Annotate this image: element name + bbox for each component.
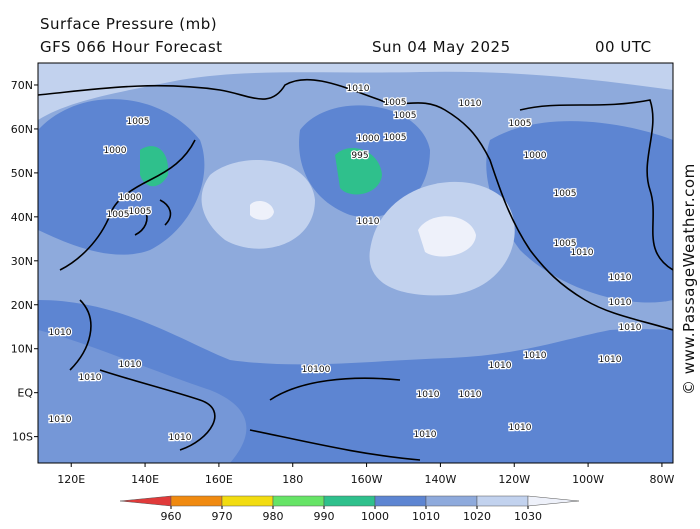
- y-tick-label: 10S: [12, 431, 33, 444]
- colorbar-segment: [221, 495, 274, 507]
- y-tick-label: 70N: [11, 79, 33, 92]
- colorbar-segment: [272, 495, 325, 507]
- y-tick-label: 50N: [11, 167, 33, 180]
- contour-label: 1005: [384, 133, 407, 143]
- colorbar-segment: [374, 495, 427, 507]
- colorbar-label: 980: [263, 510, 284, 523]
- x-tick-label: 180: [282, 473, 303, 486]
- contour-label: 1010: [414, 430, 437, 440]
- map-frame: [37, 62, 674, 464]
- contour-label: 1010: [49, 328, 72, 338]
- colorbar-segment: [170, 495, 223, 507]
- colorbar-segment: [323, 495, 376, 507]
- contour-label: 10100: [302, 365, 331, 375]
- colorbar-label: 970: [212, 510, 233, 523]
- contour-label: 995: [351, 151, 368, 161]
- colorbar-label: 1030: [514, 510, 542, 523]
- watermark: © www.PassageWeather.com: [680, 163, 698, 395]
- y-tick-label: 60N: [11, 123, 33, 136]
- contour-label: 1005: [384, 98, 407, 108]
- x-tick-label: 120W: [498, 473, 530, 486]
- contour-label: 1010: [609, 273, 632, 283]
- contour-label: 1005: [509, 119, 532, 129]
- contour-label: 1010: [489, 361, 512, 371]
- colorbar-label: 1010: [412, 510, 440, 523]
- y-tick-label: 30N: [11, 255, 33, 268]
- low-core: [335, 147, 382, 195]
- x-tick-label: 140W: [424, 473, 456, 486]
- x-tick-label: 80W: [649, 473, 674, 486]
- contour-label: 1010: [49, 415, 72, 425]
- contour-label: 1005: [394, 111, 417, 121]
- title: Surface Pressure (mb): [40, 15, 217, 33]
- colorbar-end: [119, 495, 172, 507]
- field-arctic: [38, 63, 673, 120]
- high-east-core: [418, 216, 476, 257]
- contour-label: 1005: [129, 207, 152, 217]
- contour-label: 1010: [599, 355, 622, 365]
- colorbar-segment: [425, 495, 478, 507]
- contour-label: 1005: [554, 239, 577, 249]
- contour-label: 1010: [459, 99, 482, 109]
- contour-label: 1010: [609, 298, 632, 308]
- low-asia: [38, 99, 205, 255]
- low-core-asia: [140, 146, 169, 187]
- contour-label: 1010: [509, 423, 532, 433]
- forecast: GFS 066 Hour Forecast: [40, 38, 223, 56]
- contour-label: 1010: [619, 323, 642, 333]
- contour-label: 1010: [169, 433, 192, 443]
- contour-label: 1005: [127, 117, 150, 127]
- high-west-core: [250, 200, 274, 220]
- colorbar-label: 1020: [463, 510, 491, 523]
- contour-label: 1000: [357, 134, 380, 144]
- field-maritime: [38, 330, 247, 463]
- y-tick-label: EQ: [17, 387, 33, 400]
- y-tick-label: 40N: [11, 211, 33, 224]
- x-tick-label: 160W: [351, 473, 383, 486]
- contour-label: 1010: [79, 373, 102, 383]
- colorbar-label: 960: [161, 510, 182, 523]
- contour-label: 1010: [417, 390, 440, 400]
- date: Sun 04 May 2025: [372, 38, 511, 56]
- y-tick-label: 20N: [11, 299, 33, 312]
- x-tick-label: 120E: [57, 473, 85, 486]
- low-america: [486, 121, 673, 303]
- x-tick-label: 100W: [572, 473, 604, 486]
- colorbar-label: 990: [314, 510, 335, 523]
- contour-label: 1000: [119, 193, 142, 203]
- contour-label: 1005: [107, 210, 130, 220]
- contour-label: 1010: [571, 248, 594, 258]
- contour-label: 1010: [347, 84, 370, 94]
- contour-label: 1000: [104, 146, 127, 156]
- contour-label: 1010: [459, 390, 482, 400]
- contour-label: 1010: [524, 351, 547, 361]
- x-tick-label: 160E: [205, 473, 233, 486]
- contour-label: 1010: [119, 360, 142, 370]
- x-tick-label: 140E: [131, 473, 159, 486]
- contour-label: 1010: [357, 217, 380, 227]
- contour-label: 1000: [524, 151, 547, 161]
- contour-label: 1005: [554, 189, 577, 199]
- colorbar-label: 1000: [361, 510, 389, 523]
- time: 00 UTC: [595, 38, 652, 56]
- colorbar-end: [527, 495, 580, 507]
- coastlines: [38, 78, 673, 461]
- y-tick-label: 10N: [11, 343, 33, 356]
- colorbar: 960 970 980 990 1000 1010 1020 1030: [119, 495, 580, 523]
- colorbar-segment: [476, 495, 529, 507]
